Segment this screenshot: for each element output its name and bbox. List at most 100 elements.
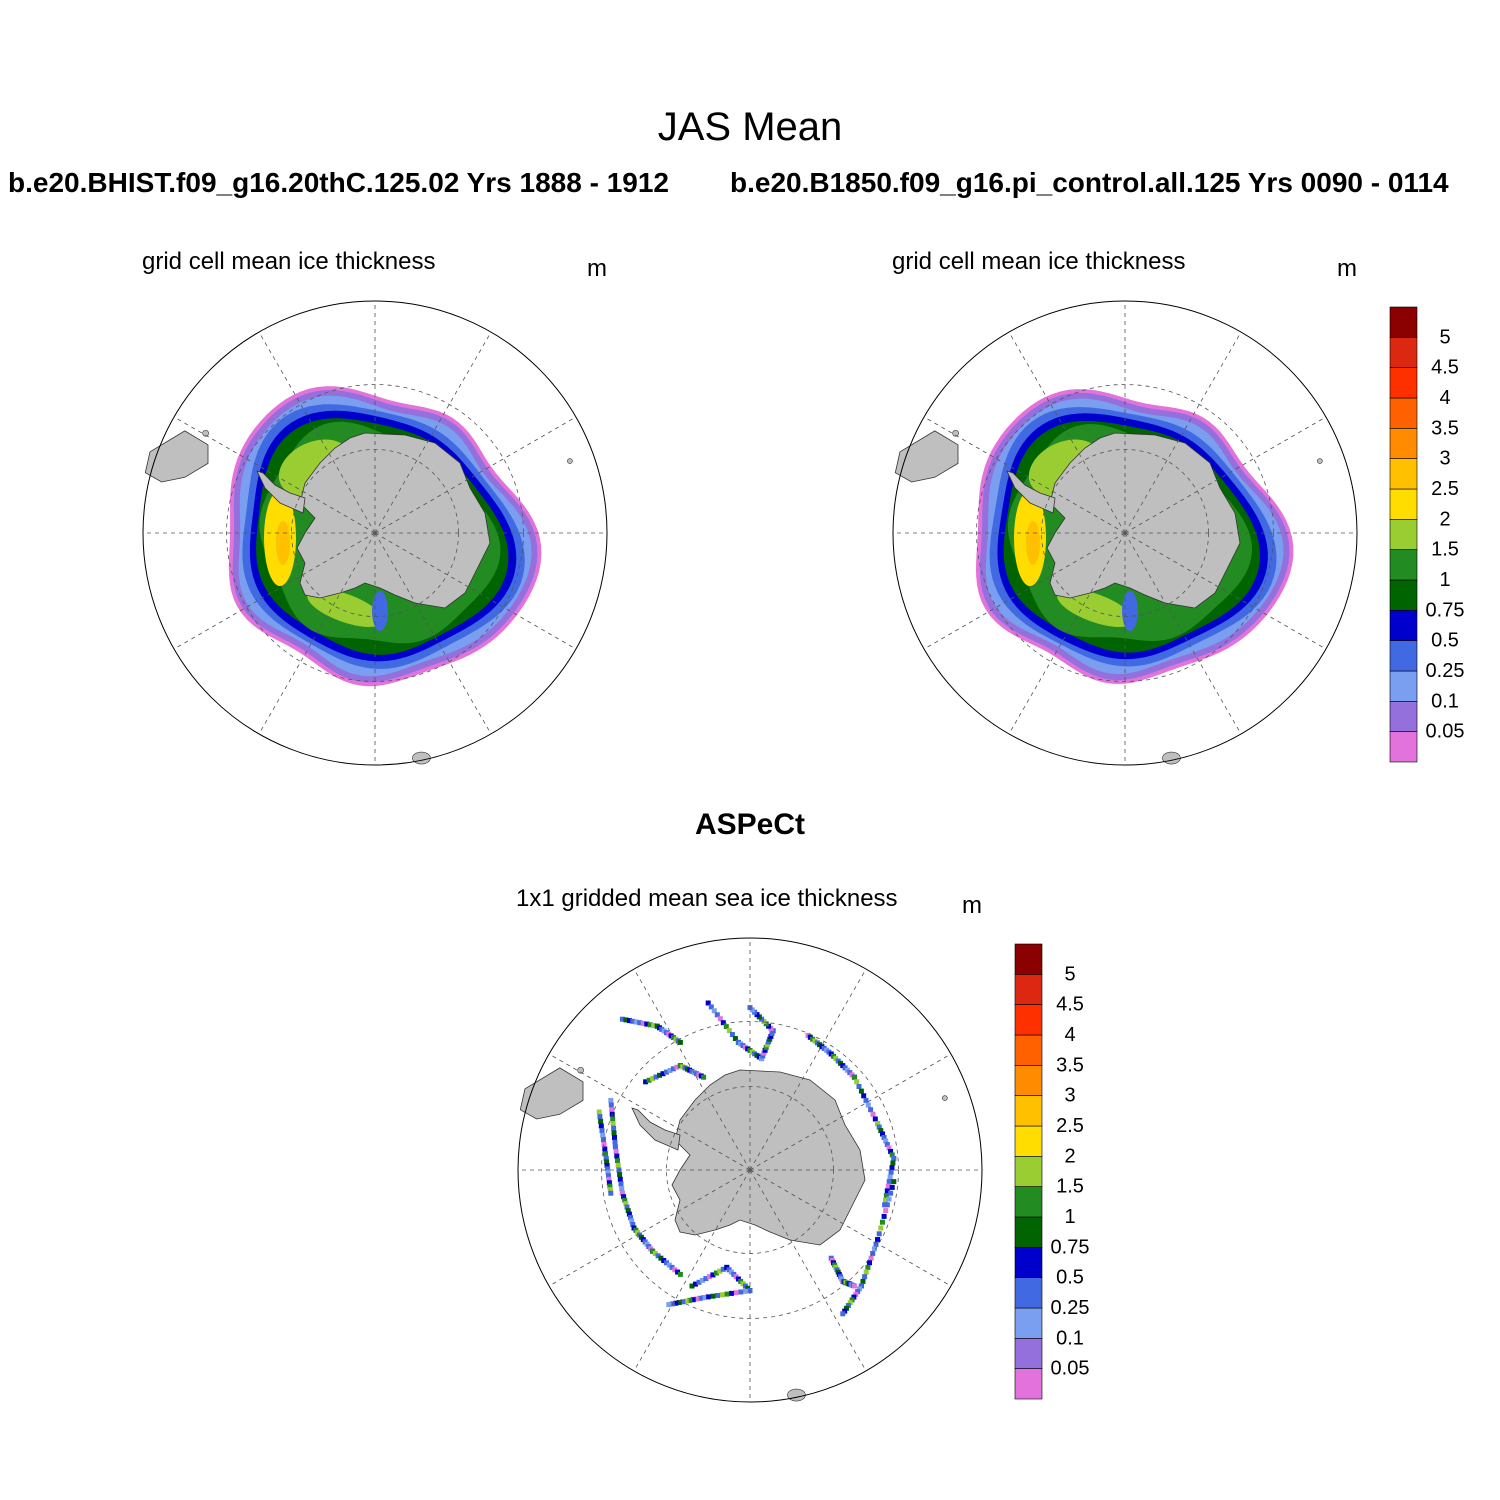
observation-cell [766,1039,772,1045]
observation-cell [693,1281,698,1287]
observation-cell [697,1295,703,1301]
observation-cell [608,1097,614,1103]
observation-cell [600,1132,606,1138]
observation-cell [650,1076,656,1082]
observation-cell [856,1084,862,1089]
colorbar-swatch [1389,609,1418,641]
observation-cell [886,1145,892,1151]
thick-ice-patch [276,521,290,565]
new-zealand-tip [1162,751,1181,765]
observation-cell [701,1295,707,1301]
colorbar-swatch [1014,1034,1043,1066]
observation-cell [694,1296,700,1302]
observation-cell [605,1166,611,1172]
observation-cell [884,1142,890,1147]
observation-cell [858,1283,864,1289]
observation-cell [720,1020,726,1026]
observation-cell [724,1291,730,1297]
observation-cell [626,1018,632,1024]
colorbar-swatch [1014,1338,1043,1369]
observation-cell [655,1253,661,1259]
observation-cell [851,1283,857,1289]
observation-cell [610,1121,616,1127]
panel1-left-string: grid cell mean ice thickness [142,248,436,275]
observation-cell [621,1194,627,1200]
map-boundary [142,300,608,766]
observation-cell [615,1158,620,1164]
observation-cell [599,1128,605,1134]
meridian-line [1124,532,1242,735]
colorbar-tick-label: 0.05 [1051,1358,1090,1380]
latitude-circle [601,1021,899,1319]
colorbar-tick-label: 2 [1439,508,1450,530]
colorbar-tick-label: 1.5 [1431,539,1459,561]
observation-cell [871,1246,877,1252]
observation-cell [868,1107,874,1113]
colorbar-swatch [1389,397,1418,429]
panel1-units: m [587,255,607,282]
observation-cell [849,1297,855,1303]
map-panel-1 [142,300,608,766]
observation-cell [690,1297,696,1303]
observation-cell [604,1162,610,1168]
observation-cell [878,1128,884,1134]
observation-cell [606,1173,611,1179]
observation-cell [619,1016,625,1022]
observation-cell [598,1123,604,1129]
observation-cell [667,1068,673,1073]
observation-cell [611,1130,617,1136]
observation-cell [891,1155,897,1161]
observation-cell [768,1033,774,1039]
colorbar-swatch [1014,1216,1043,1248]
observation-cell [652,1251,658,1256]
meridian-line [1124,416,1327,534]
new-zealand-tip [787,1388,806,1402]
observation-cell [880,1219,885,1225]
panel2-left-string: grid cell mean ice thickness [892,248,1186,275]
observation-cell [876,1231,882,1237]
observation-cell [728,1290,734,1296]
meridian-line [1124,532,1327,650]
observation-cell [640,1020,646,1026]
observation-cell [742,1288,748,1294]
meridian-line [258,532,376,735]
observation-cell [657,1072,662,1078]
island [577,1066,584,1074]
colorbar-tick-label: 0.5 [1431,630,1459,652]
observation-cell [658,1255,664,1261]
observation-cell [630,1018,636,1024]
observation-cell [881,1213,887,1219]
observation-cell [661,1258,667,1263]
panel2-case-title: b.e20.B1850.f09_g16.pi_control.all.125 Y… [730,167,1449,198]
observation-cell [625,1208,631,1214]
observation-cell [726,1028,732,1034]
colorbar-swatch [1389,367,1418,399]
observation-cell [729,1032,735,1037]
colorbar-swatch [1389,488,1418,520]
observation-cell [888,1190,894,1196]
colorbar-swatch [1389,670,1418,702]
observation-cell [675,1269,681,1275]
observation-cell [612,1135,617,1140]
observation-cell [863,1269,869,1275]
observation-cell [617,1176,623,1182]
observation-cell [602,1146,608,1152]
thin-ice-patch [1122,591,1138,631]
observation-cell [853,1291,859,1297]
observation-cell [719,1292,725,1298]
observation-cell [699,1277,705,1283]
colorbar-swatch [1014,973,1043,1005]
island [1317,458,1323,464]
observation-cell [884,1202,890,1208]
colorbar-tick-label: 2.5 [1056,1115,1084,1137]
colorbar-tick-label: 0.25 [1426,660,1465,682]
observation-cell [637,1020,643,1026]
observation-cell [862,1274,868,1280]
observation-cell [847,1300,853,1306]
observation-cell [606,1176,612,1182]
antarctica-landmass [1046,432,1241,609]
observation-cell [617,1172,623,1178]
meridian-line [1124,331,1242,534]
meridian-line [923,416,1126,534]
observation-cell [696,1279,702,1285]
